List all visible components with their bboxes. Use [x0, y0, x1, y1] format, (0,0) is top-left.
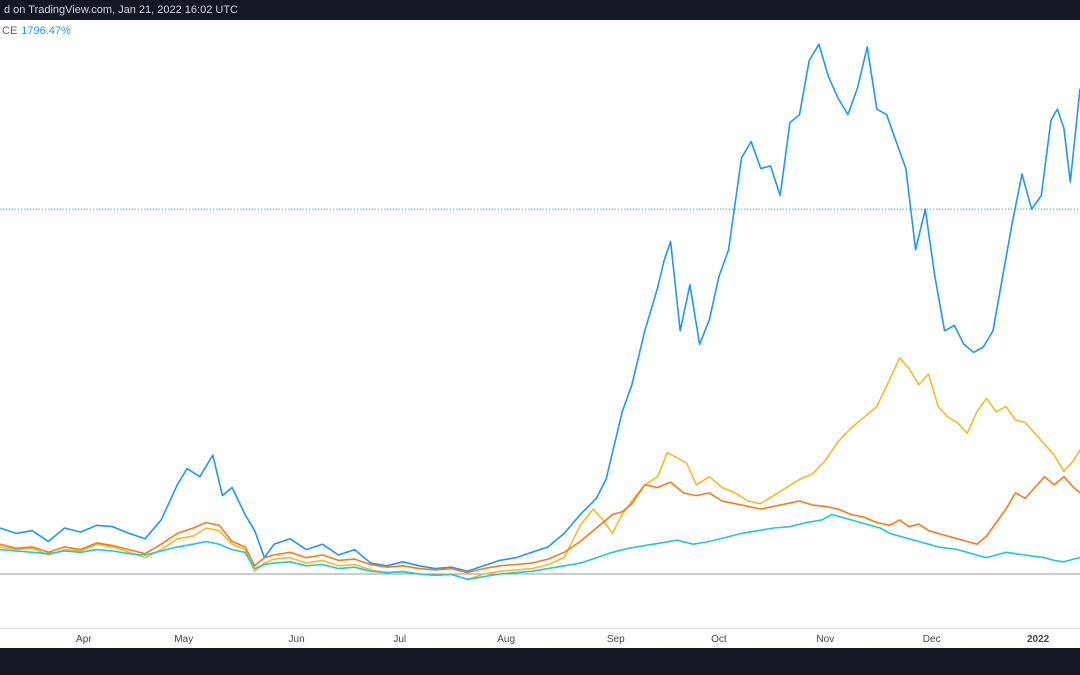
x-tick-label: Nov: [816, 634, 835, 645]
x-tick-label: Aug: [497, 634, 516, 645]
series-line-3: [0, 475, 1080, 574]
legend-value: 1796.47%: [21, 25, 71, 37]
x-tick-label: Dec: [922, 634, 941, 645]
legend-symbol: CE: [2, 25, 18, 37]
x-tick-label: Jul: [393, 634, 407, 645]
x-tick-label: 2022: [1026, 634, 1050, 645]
series-line-1: [0, 43, 1080, 573]
series-line-4: [0, 513, 1080, 581]
x-tick-label: Oct: [711, 634, 727, 645]
time-axis: Apr May Jun Jul Aug Sep Oct Nov Dec 2022: [0, 628, 1080, 649]
x-tick-label: Apr: [76, 634, 92, 645]
series-line-2: [0, 356, 1080, 581]
chart-plot-area: [0, 43, 1080, 581]
x-tick-label: Sep: [606, 634, 625, 645]
top-bar: d on TradingView.com, Jan 21, 2022 16:02…: [0, 0, 1080, 20]
header-caption: d on TradingView.com, Jan 21, 2022 16:02…: [4, 4, 238, 16]
bottom-bar: [0, 648, 1080, 675]
chart-legend: CE 1796.47%: [2, 25, 71, 37]
x-tick-label: May: [174, 634, 194, 645]
x-tick-label: Jun: [288, 634, 305, 645]
